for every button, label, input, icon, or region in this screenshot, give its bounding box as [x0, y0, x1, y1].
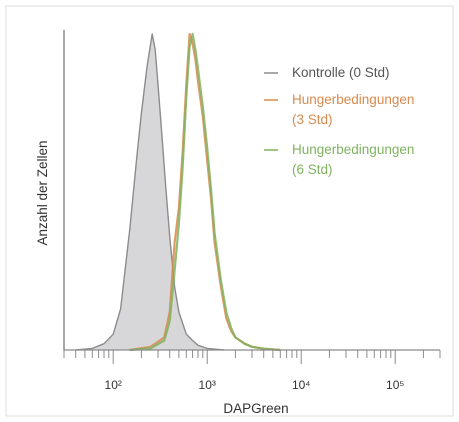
x-axis-ticks: [63, 350, 441, 364]
legend-label-2-0: Hungerbedingungen: [292, 142, 414, 157]
legend-label-1-0: Hungerbedingungen: [292, 92, 414, 107]
histogram-areas: [75, 34, 224, 350]
legend-label-2-1: (6 Std): [292, 162, 333, 177]
x-axis-label: DAPGreen: [223, 401, 288, 416]
legend-label-0-0: Kontrolle (0 Std): [292, 65, 390, 80]
x-tick-label-3: 10⁵: [386, 378, 404, 392]
x-tick-label-0: 10²: [105, 378, 122, 392]
series-line-0: [75, 33, 224, 351]
histogram-lines: [75, 32, 281, 352]
x-tick-label-2: 10⁴: [292, 378, 311, 392]
legend-label-1-1: (3 Std): [292, 112, 333, 127]
series-area-0: [75, 34, 224, 350]
legend: Kontrolle (0 Std) Hungerbedingungen (3 Std…: [264, 65, 414, 177]
series-line-2: [129, 32, 281, 352]
outer-frame: [5, 5, 454, 417]
y-axis-label: Anzahl der Zellen: [35, 140, 50, 245]
x-tick-label-1: 10³: [199, 378, 216, 392]
x-axis-tick-labels: 10² 10³ 10⁴ 10⁵: [105, 378, 405, 392]
